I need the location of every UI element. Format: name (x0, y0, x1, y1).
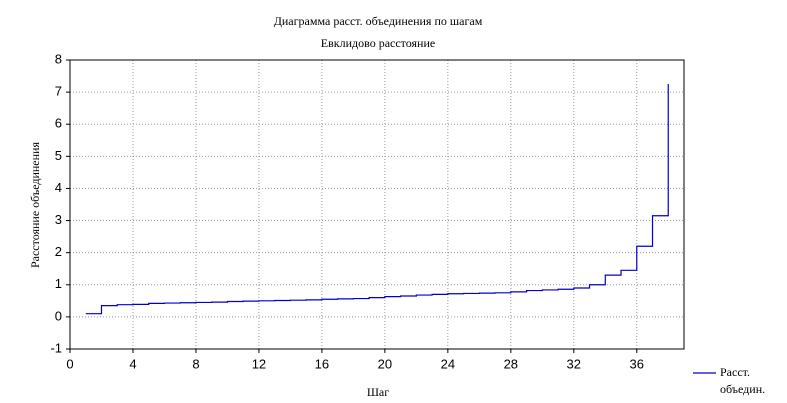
y-tick-label: 4 (55, 180, 62, 195)
y-tick-label: 8 (55, 51, 62, 66)
legend-label: Расст. объедин. (720, 365, 766, 396)
y-tick-label: -1 (50, 340, 62, 355)
x-tick-label: 28 (504, 356, 518, 371)
x-tick-label: 16 (315, 356, 329, 371)
y-tick-label: 7 (55, 84, 62, 99)
x-tick-label: 36 (630, 356, 644, 371)
x-tick-label: 20 (378, 356, 392, 371)
chart-subtitle: Евклидово расстояние (321, 36, 435, 50)
y-tick-label: 2 (55, 244, 62, 259)
y-tick-label: 3 (55, 212, 62, 227)
x-tick-label: 32 (567, 356, 581, 371)
x-axis-label: Шаг (367, 385, 389, 399)
y-tick-label: 5 (55, 148, 62, 163)
y-tick-label: 1 (55, 276, 62, 291)
x-tick-label: 12 (252, 356, 266, 371)
y-axis-label: Расстояние объединения (28, 142, 42, 268)
y-tick-label: 6 (55, 116, 62, 131)
chart-title: Диаграмма расст. объединения по шагам (274, 14, 483, 28)
x-tick-label: 0 (66, 356, 73, 371)
x-tick-label: 4 (129, 356, 136, 371)
x-tick-label: 8 (192, 356, 199, 371)
series-line (85, 84, 669, 315)
y-tick-label: 0 (55, 308, 62, 323)
plot-frame (69, 59, 685, 350)
x-tick-label: 24 (441, 356, 455, 371)
